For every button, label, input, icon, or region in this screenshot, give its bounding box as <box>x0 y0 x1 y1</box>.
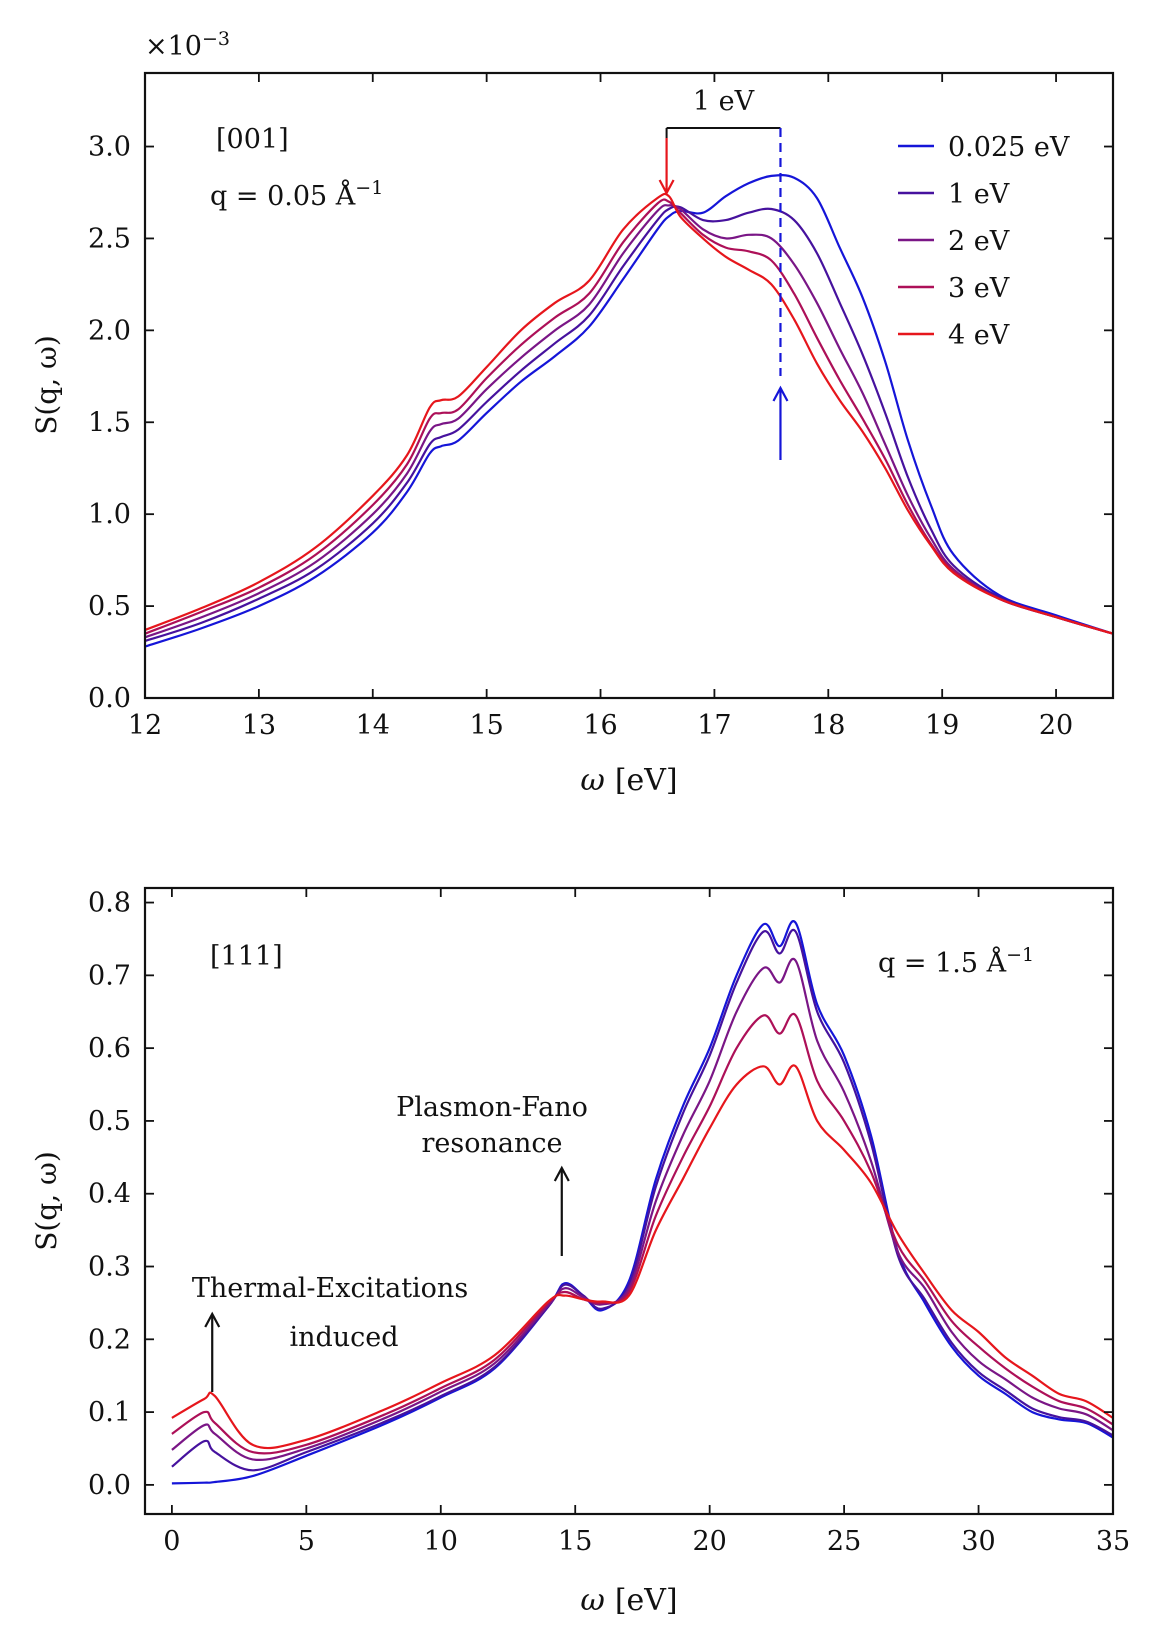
shift-bracket: 1 eV <box>665 86 781 138</box>
y-tick-label: 0.0 <box>88 1470 131 1501</box>
y-tick-label: 2.0 <box>88 315 131 346</box>
x-tick-label: 35 <box>1096 1526 1130 1557</box>
top-series-line-4 <box>144 192 1114 635</box>
top-direction-label: [001] <box>216 124 289 155</box>
top-multiplier: ×10−3 <box>145 28 230 62</box>
top-series-line-3 <box>144 198 1114 635</box>
x-tick-label: 12 <box>128 710 162 741</box>
x-tick-label: 20 <box>1039 710 1073 741</box>
top-series-line-1 <box>144 205 1114 643</box>
top-series-line-0 <box>144 174 1114 648</box>
top-ticks-group: 12 13 14 15 16 17 18 19 20 0.0 0.5 1.0 1.5 2.0 2.5 3.0 <box>88 73 1113 741</box>
plasmon-arrow <box>553 1165 570 1256</box>
legend-label: 4 eV <box>948 320 1010 351</box>
x-tick-label: 17 <box>697 710 731 741</box>
y-tick-label: 0.8 <box>88 888 131 919</box>
bottom-series-line-3 <box>171 1012 1114 1455</box>
legend-label: 0.025 eV <box>948 132 1070 163</box>
bottom-panel: 0 5 10 15 20 25 30 35 0.0 0.1 0.2 0.3 0.4 0.5 0.6 0.7 0.… <box>30 886 1130 1618</box>
x-tick-label: 5 <box>298 1526 315 1557</box>
bottom-axes-frame <box>143 886 1115 1516</box>
x-tick-label: 13 <box>242 710 276 741</box>
plasmon-label-line2: resonance <box>422 1128 563 1159</box>
top-q-label: q = 0.05 Å−1 <box>210 177 383 212</box>
y-tick-label: 0.6 <box>88 1033 131 1064</box>
x-tick-label: 0 <box>163 1526 180 1557</box>
y-tick-label: 1.5 <box>88 407 131 438</box>
bottom-series-line-0 <box>171 920 1114 1485</box>
x-tick-label: 18 <box>811 710 845 741</box>
x-tick-label: 30 <box>961 1526 995 1557</box>
x-tick-label: 10 <box>424 1526 458 1557</box>
top-y-axis-label: S(q, ω) <box>30 335 63 435</box>
legend: 0.025 eV 1 eV 2 eV 3 eV 4 eV <box>898 132 1070 351</box>
y-tick-label: 0.3 <box>88 1252 131 1283</box>
bottom-series-line-4 <box>171 1064 1114 1450</box>
plasmon-label-line1: Plasmon-Fano <box>396 1092 588 1123</box>
x-tick-label: 15 <box>469 710 503 741</box>
bottom-y-axis-label: S(q, ω) <box>30 1151 63 1251</box>
x-tick-label: 16 <box>583 710 617 741</box>
x-tick-label: 15 <box>558 1526 592 1557</box>
bottom-direction-label: [111] <box>210 941 283 972</box>
y-tick-label: 1.0 <box>88 499 131 530</box>
y-tick-label: 0.1 <box>88 1397 131 1428</box>
bottom-series-group <box>171 920 1114 1485</box>
x-tick-label: 20 <box>692 1526 726 1557</box>
top-axes-frame <box>143 71 1115 700</box>
y-tick-label: 0.4 <box>88 1179 131 1210</box>
y-tick-label: 2.5 <box>88 223 131 254</box>
legend-label: 1 eV <box>948 179 1010 210</box>
y-tick-label: 0.0 <box>88 683 131 714</box>
x-tick-label: 25 <box>827 1526 861 1557</box>
thermal-label-line2: induced <box>289 1322 398 1353</box>
bottom-series-line-2 <box>171 957 1114 1462</box>
x-tick-label: 19 <box>925 710 959 741</box>
bottom-x-axis-label: ω [eV] <box>580 1583 677 1618</box>
thermal-label-line1: Thermal-Excitations <box>192 1273 468 1304</box>
top-series-group <box>144 174 1114 648</box>
y-tick-label: 3.0 <box>88 132 131 163</box>
y-tick-label: 0.7 <box>88 960 131 991</box>
shift-label: 1 eV <box>693 86 755 117</box>
bottom-q-label: q = 1.5 Å−1 <box>878 944 1034 979</box>
top-x-axis-label: ω [eV] <box>580 763 677 798</box>
top-panel: 12 13 14 15 16 17 18 19 200.00.51.01.52.02.53.0 … <box>30 28 1115 798</box>
bottom-ticks-group: 0 5 10 15 20 25 30 35 0.0 0.1 0.2 0.3 0.4 0.5 0.6 0.7 0.… <box>88 888 1130 1557</box>
y-tick-label: 0.5 <box>88 591 131 622</box>
legend-label: 3 eV <box>948 273 1010 304</box>
bottom-series-line-1 <box>171 928 1114 1472</box>
red-arrow <box>658 138 675 196</box>
blue-arrow <box>772 385 789 460</box>
y-tick-label: 0.2 <box>88 1324 131 1355</box>
thermal-arrow <box>204 1311 221 1392</box>
x-tick-label: 14 <box>356 710 390 741</box>
y-tick-label: 0.5 <box>88 1106 131 1137</box>
legend-label: 2 eV <box>948 226 1010 257</box>
